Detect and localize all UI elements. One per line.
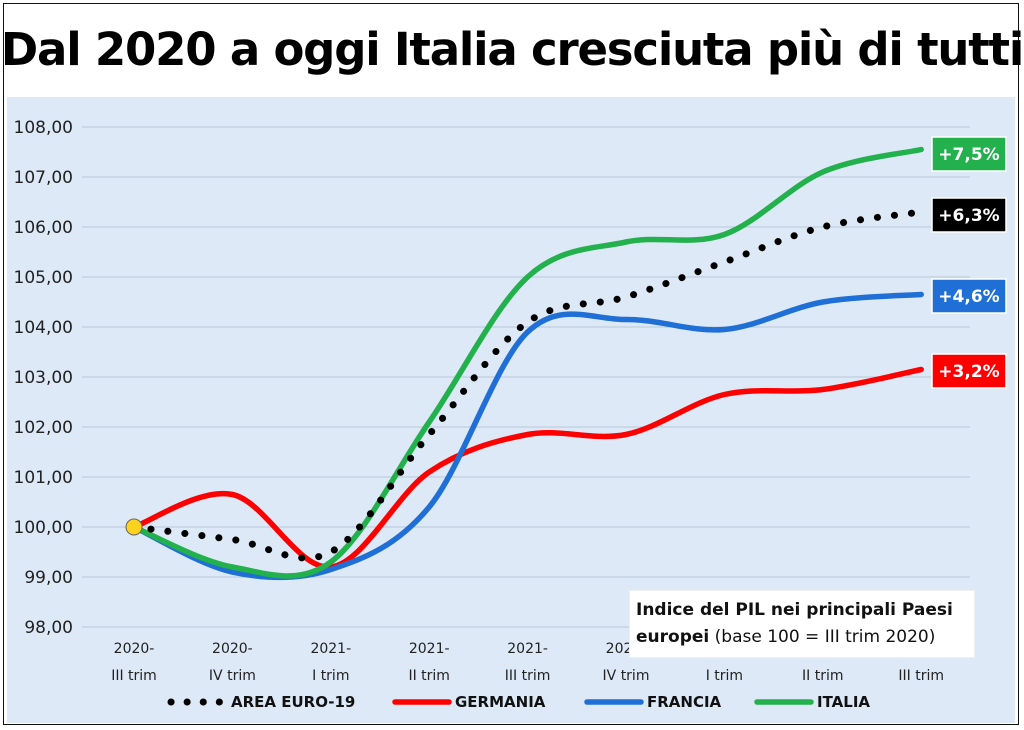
chart-annotation: Indice del PIL nei principali Paesi euro… bbox=[629, 590, 975, 658]
x-tick-label: IV trim bbox=[209, 668, 256, 684]
y-tick-label: 107,00 bbox=[14, 168, 73, 188]
x-tick-label: 2021- bbox=[409, 641, 450, 657]
end-badge: +6,3% bbox=[931, 197, 1007, 233]
legend-item: GERMANIA bbox=[392, 693, 546, 711]
legend-label: AREA EURO-19 bbox=[231, 693, 355, 711]
x-tick-label: III trim bbox=[505, 668, 551, 684]
y-tick-label: 100,00 bbox=[14, 518, 73, 538]
series-line-germania bbox=[131, 366, 924, 570]
y-tick-label: 106,00 bbox=[14, 218, 73, 238]
badge-box bbox=[931, 278, 1007, 314]
end-badge: +3,2% bbox=[931, 353, 1007, 389]
series-line-francia bbox=[131, 291, 924, 581]
chart-title: Dal 2020 a oggi Italia cresciuta più di … bbox=[0, 23, 1024, 76]
legend-item: ITALIA bbox=[754, 693, 870, 711]
start-marker bbox=[125, 518, 143, 536]
end-badge: +7,5% bbox=[931, 136, 1007, 172]
x-tick-label: IV trim bbox=[603, 668, 650, 684]
legend-label: ITALIA bbox=[817, 693, 870, 711]
y-tick-label: 108,00 bbox=[14, 118, 73, 138]
y-tick-label: 102,00 bbox=[14, 418, 73, 438]
legend-label: FRANCIA bbox=[647, 693, 722, 711]
series-line-italia bbox=[131, 146, 924, 579]
legend-item: FRANCIA bbox=[584, 693, 722, 711]
x-tick-label: 2020- bbox=[114, 641, 155, 657]
x-tick-label: 2020- bbox=[212, 641, 253, 657]
annotation-bold-text: Indice del PIL nei principali Paesi euro… bbox=[636, 600, 953, 647]
x-tick-label: III trim bbox=[111, 668, 157, 684]
badge-label: +7,5% bbox=[938, 145, 999, 165]
y-tick-label: 104,00 bbox=[14, 318, 73, 338]
y-tick-label: 101,00 bbox=[14, 468, 73, 488]
legend-label: GERMANIA bbox=[455, 693, 546, 711]
badge-box bbox=[931, 353, 1007, 389]
x-tick-label: 2021- bbox=[507, 641, 548, 657]
end-badge: +4,6% bbox=[931, 278, 1007, 314]
badge-label: +4,6% bbox=[938, 287, 999, 307]
x-tick-label: I trim bbox=[312, 668, 349, 684]
badge-box bbox=[931, 136, 1007, 172]
x-tick-label: II trim bbox=[408, 668, 449, 684]
badge-label: +3,2% bbox=[938, 362, 999, 382]
y-tick-label: 98,00 bbox=[24, 618, 73, 638]
y-tick-label: 99,00 bbox=[24, 568, 73, 588]
y-tick-label: 105,00 bbox=[14, 268, 73, 288]
plot-area: 98,00 99,00 100,00 101,00 102,00 103,00 104,00… bbox=[7, 97, 1015, 723]
annotation-normal-text: (base 100 = III trim 2020) bbox=[714, 627, 936, 647]
x-tick-label: II trim bbox=[802, 668, 843, 684]
legend-item: AREA EURO-19 bbox=[167, 693, 355, 711]
y-tick-label: 103,00 bbox=[14, 368, 73, 388]
x-tick-label: I trim bbox=[706, 668, 743, 684]
x-tick-label: 2021- bbox=[310, 641, 351, 657]
badge-label: +6,3% bbox=[938, 206, 999, 226]
x-tick-label: III trim bbox=[898, 668, 944, 684]
badge-box bbox=[931, 197, 1007, 233]
series-line-area-euro-19 bbox=[130, 208, 925, 562]
